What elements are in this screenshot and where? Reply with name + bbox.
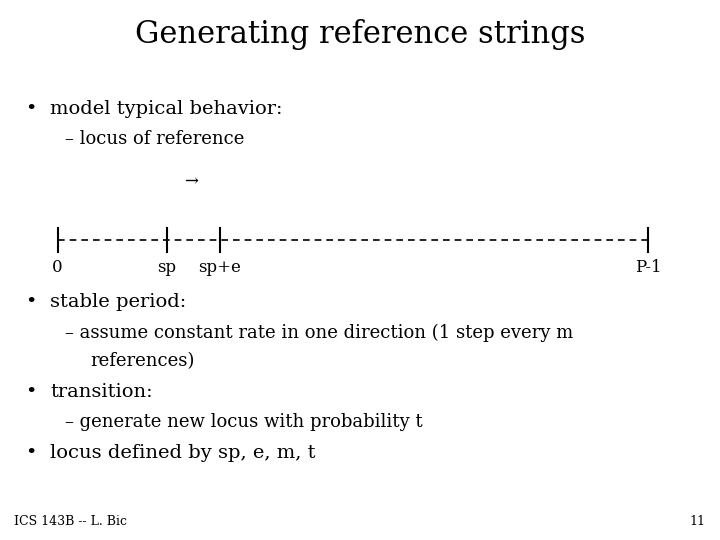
Text: →: → (184, 173, 197, 190)
Text: •: • (25, 383, 37, 401)
Text: model typical behavior:: model typical behavior: (50, 100, 283, 118)
Text: sp: sp (157, 259, 176, 275)
Text: locus defined by sp, e, m, t: locus defined by sp, e, m, t (50, 444, 316, 462)
Text: •: • (25, 444, 37, 462)
Text: references): references) (90, 352, 194, 370)
Text: •: • (25, 100, 37, 118)
Text: sp+e: sp+e (199, 259, 241, 275)
Text: 0: 0 (53, 259, 63, 275)
Text: ICS 143B -- L. Bic: ICS 143B -- L. Bic (14, 515, 127, 528)
Text: stable period:: stable period: (50, 293, 186, 310)
Text: – generate new locus with probability t: – generate new locus with probability t (65, 413, 423, 431)
Text: P-1: P-1 (635, 259, 661, 275)
Text: 11: 11 (690, 515, 706, 528)
Text: – assume constant rate in one direction (1 step every m: – assume constant rate in one direction … (65, 324, 573, 342)
Text: •: • (25, 293, 37, 310)
Text: transition:: transition: (50, 383, 153, 401)
Text: Generating reference strings: Generating reference strings (135, 19, 585, 50)
Text: – locus of reference: – locus of reference (65, 130, 244, 147)
